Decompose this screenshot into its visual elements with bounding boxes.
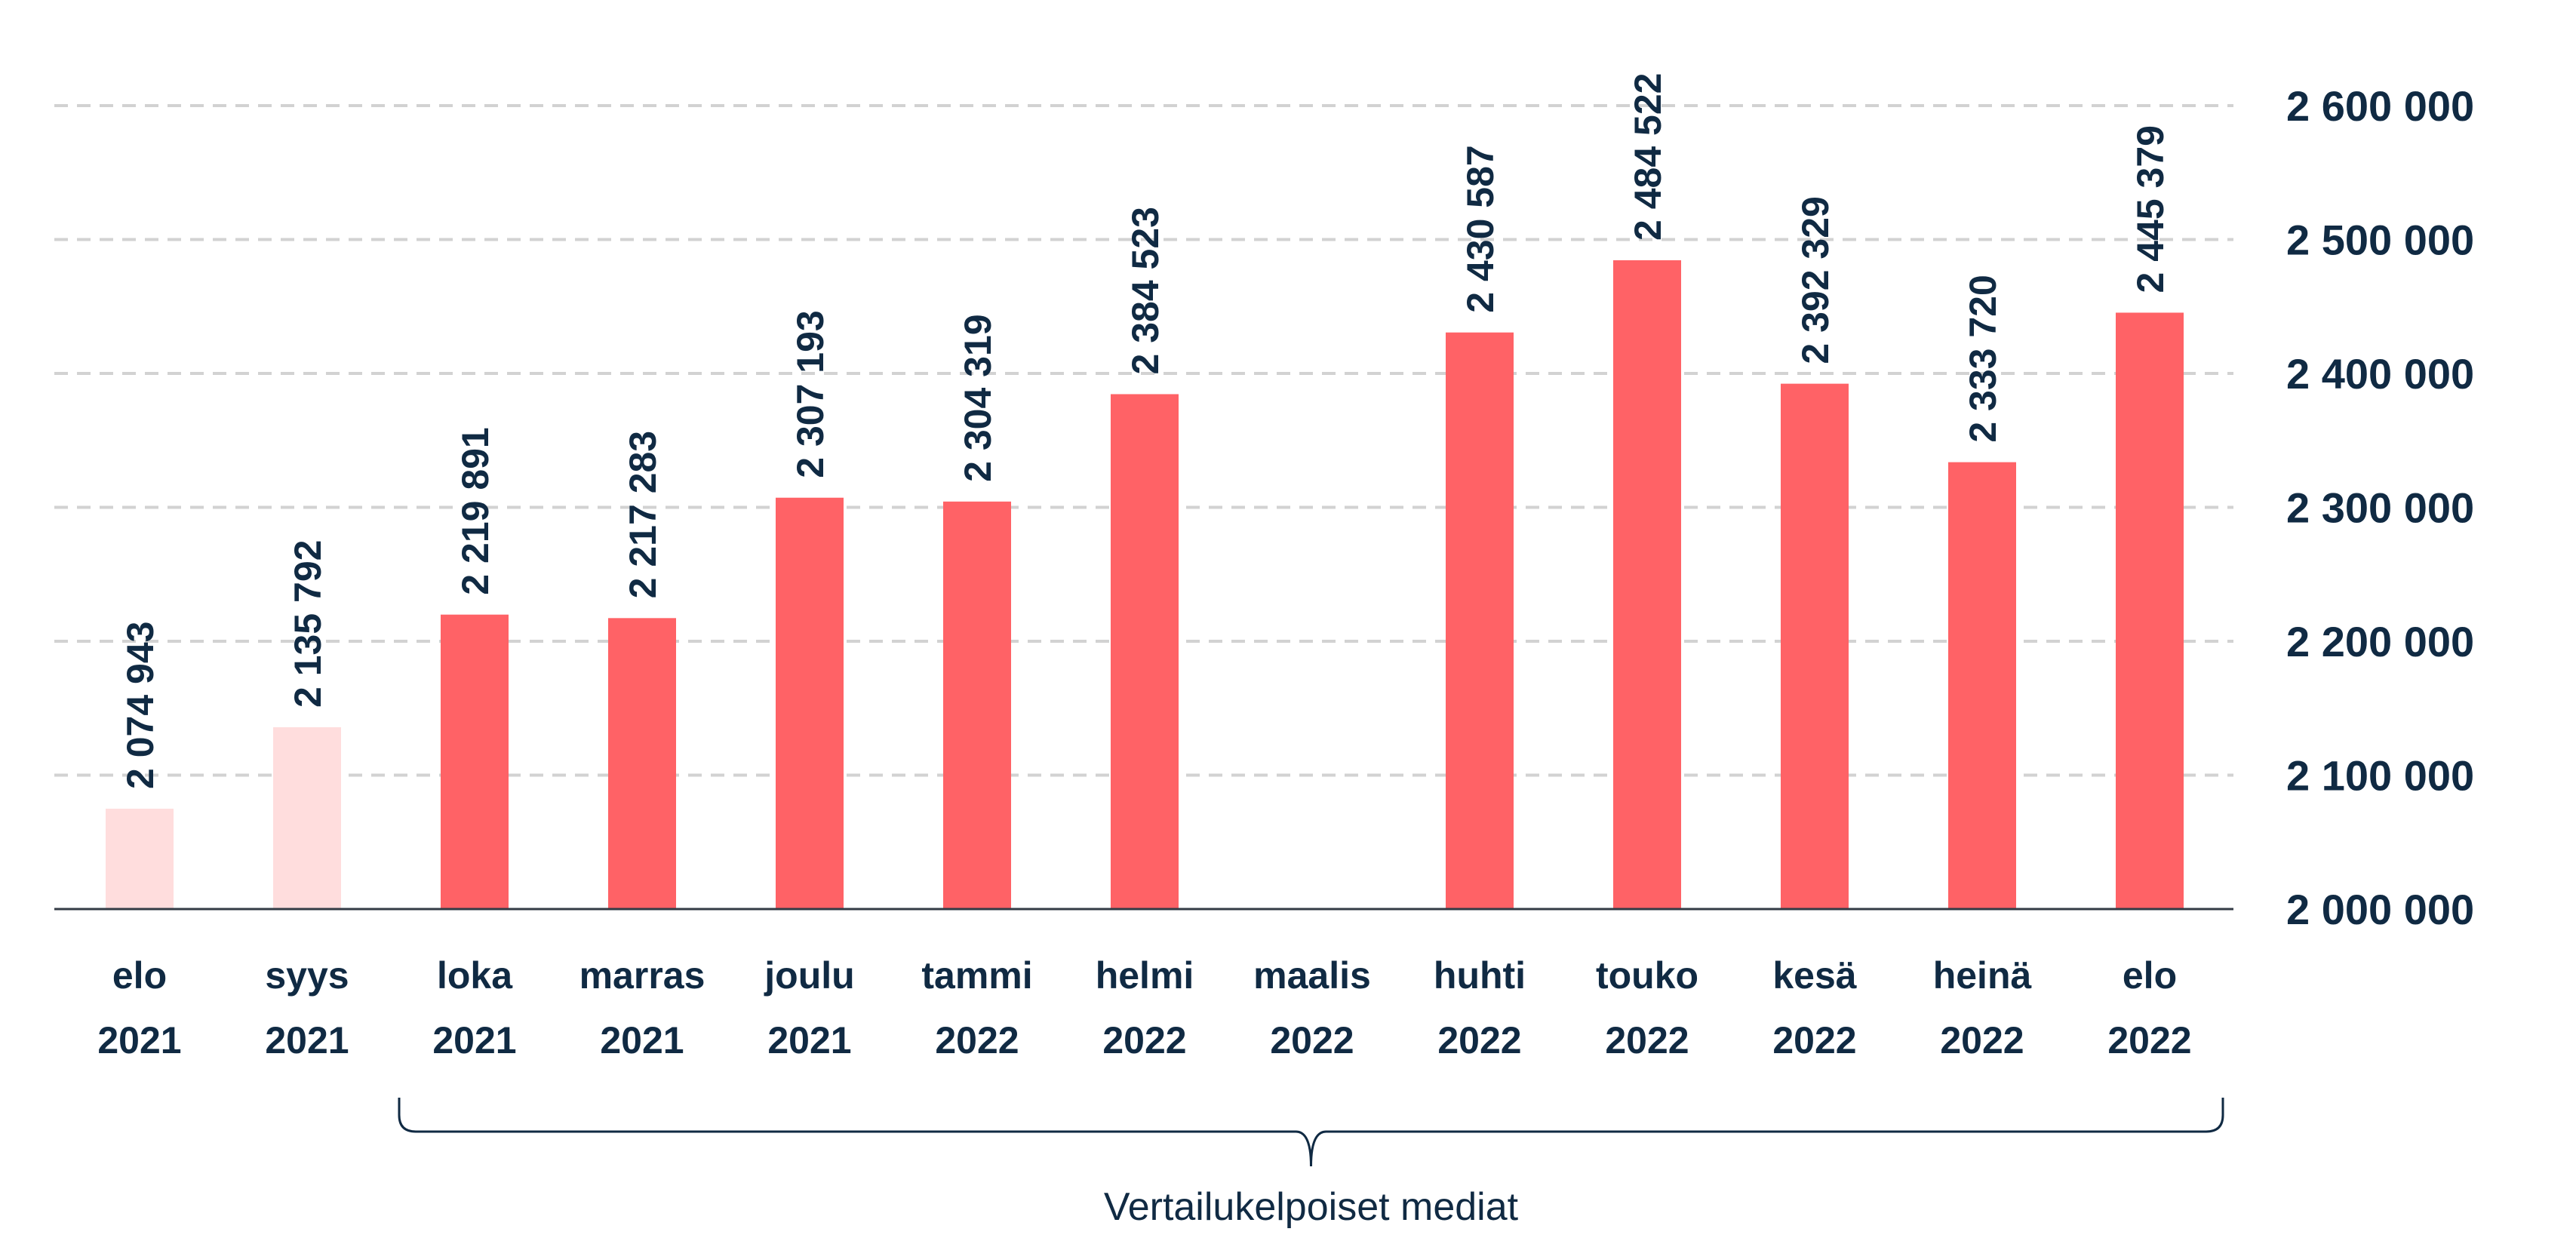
x-label-year: 2022 — [935, 1019, 1019, 1061]
bar-value-label: 2 217 283 — [622, 431, 664, 598]
bar — [1781, 383, 1849, 909]
x-label-year: 2022 — [1605, 1019, 1689, 1061]
bars — [106, 260, 2184, 909]
y-tick-label: 2 600 000 — [2286, 82, 2474, 130]
y-tick-label: 2 100 000 — [2286, 752, 2474, 800]
x-label-year: 2022 — [1102, 1019, 1186, 1061]
x-label-month: marras — [579, 954, 705, 997]
x-label-month: loka — [437, 954, 513, 997]
x-axis-labels: elo 2021 syys 2021 loka 2021 marras 2021 joulu 20… — [97, 954, 2191, 1061]
bar-value-label: 2 219 891 — [454, 427, 496, 594]
bar — [2116, 312, 2184, 909]
x-label-year: 2022 — [1437, 1019, 1521, 1061]
y-tick-label: 2 500 000 — [2286, 217, 2474, 264]
bar-value-label: 2 135 792 — [287, 540, 329, 708]
y-axis-tick-labels: 2 000 000 2 100 000 2 200 000 2 300 000 2 40… — [2286, 82, 2474, 933]
bar-value-label: 2 333 720 — [1962, 275, 2004, 442]
x-label-year: 2022 — [1772, 1019, 1856, 1061]
bar-value-label: 2 445 379 — [2129, 125, 2172, 293]
bar-value-label: 2 307 193 — [789, 310, 832, 478]
bar — [608, 618, 676, 909]
x-label-month: heinä — [1933, 954, 2032, 997]
x-label-month: helmi — [1096, 954, 1194, 997]
bar-value-label: 2 430 587 — [1459, 145, 1502, 312]
x-label-year: 2021 — [767, 1019, 851, 1061]
bar — [106, 808, 174, 909]
value-labels: 2 074 943 2 135 792 2 219 891 2 217 283 2 30… — [119, 73, 2172, 789]
bar-value-label: 2 392 329 — [1794, 196, 1837, 364]
bar — [441, 614, 509, 909]
bar-value-label: 2 384 523 — [1124, 207, 1167, 374]
bar — [273, 726, 341, 909]
x-label-year: 2021 — [432, 1019, 516, 1061]
y-tick-label: 2 300 000 — [2286, 484, 2474, 532]
x-label-year: 2021 — [97, 1019, 181, 1061]
y-tick-label: 2 200 000 — [2286, 618, 2474, 665]
x-label-month: maalis — [1253, 954, 1371, 997]
x-label-year: 2021 — [600, 1019, 684, 1061]
bar — [1446, 332, 1514, 909]
bar — [943, 501, 1011, 909]
y-tick-label: 2 000 000 — [2286, 886, 2474, 933]
x-label-year: 2021 — [265, 1019, 349, 1061]
x-label-month: huhti — [1434, 954, 1526, 997]
x-label-month: joulu — [764, 954, 854, 997]
bar — [1948, 462, 2016, 909]
bar-value-label: 2 304 319 — [957, 314, 999, 481]
bar — [1111, 394, 1179, 909]
bar-value-label: 2 484 522 — [1627, 73, 1669, 241]
x-label-month: elo — [112, 954, 167, 997]
bar — [776, 497, 844, 909]
x-label-year: 2022 — [2107, 1019, 2191, 1061]
x-label-month: tammi — [921, 954, 1032, 997]
x-label-month: elo — [2123, 954, 2177, 997]
x-label-month: syys — [265, 954, 349, 997]
x-label-year: 2022 — [1940, 1019, 2024, 1061]
x-label-year: 2022 — [1270, 1019, 1354, 1061]
y-tick-label: 2 400 000 — [2286, 350, 2474, 398]
x-label-month: kesä — [1772, 954, 1856, 997]
comparable-media-brace — [398, 1098, 2224, 1167]
x-label-month: touko — [1596, 954, 1698, 997]
bar-value-label: 2 074 943 — [119, 622, 161, 789]
brace-label: Vertailukelpoiset mediat — [1104, 1185, 1519, 1229]
bar — [1613, 260, 1681, 909]
